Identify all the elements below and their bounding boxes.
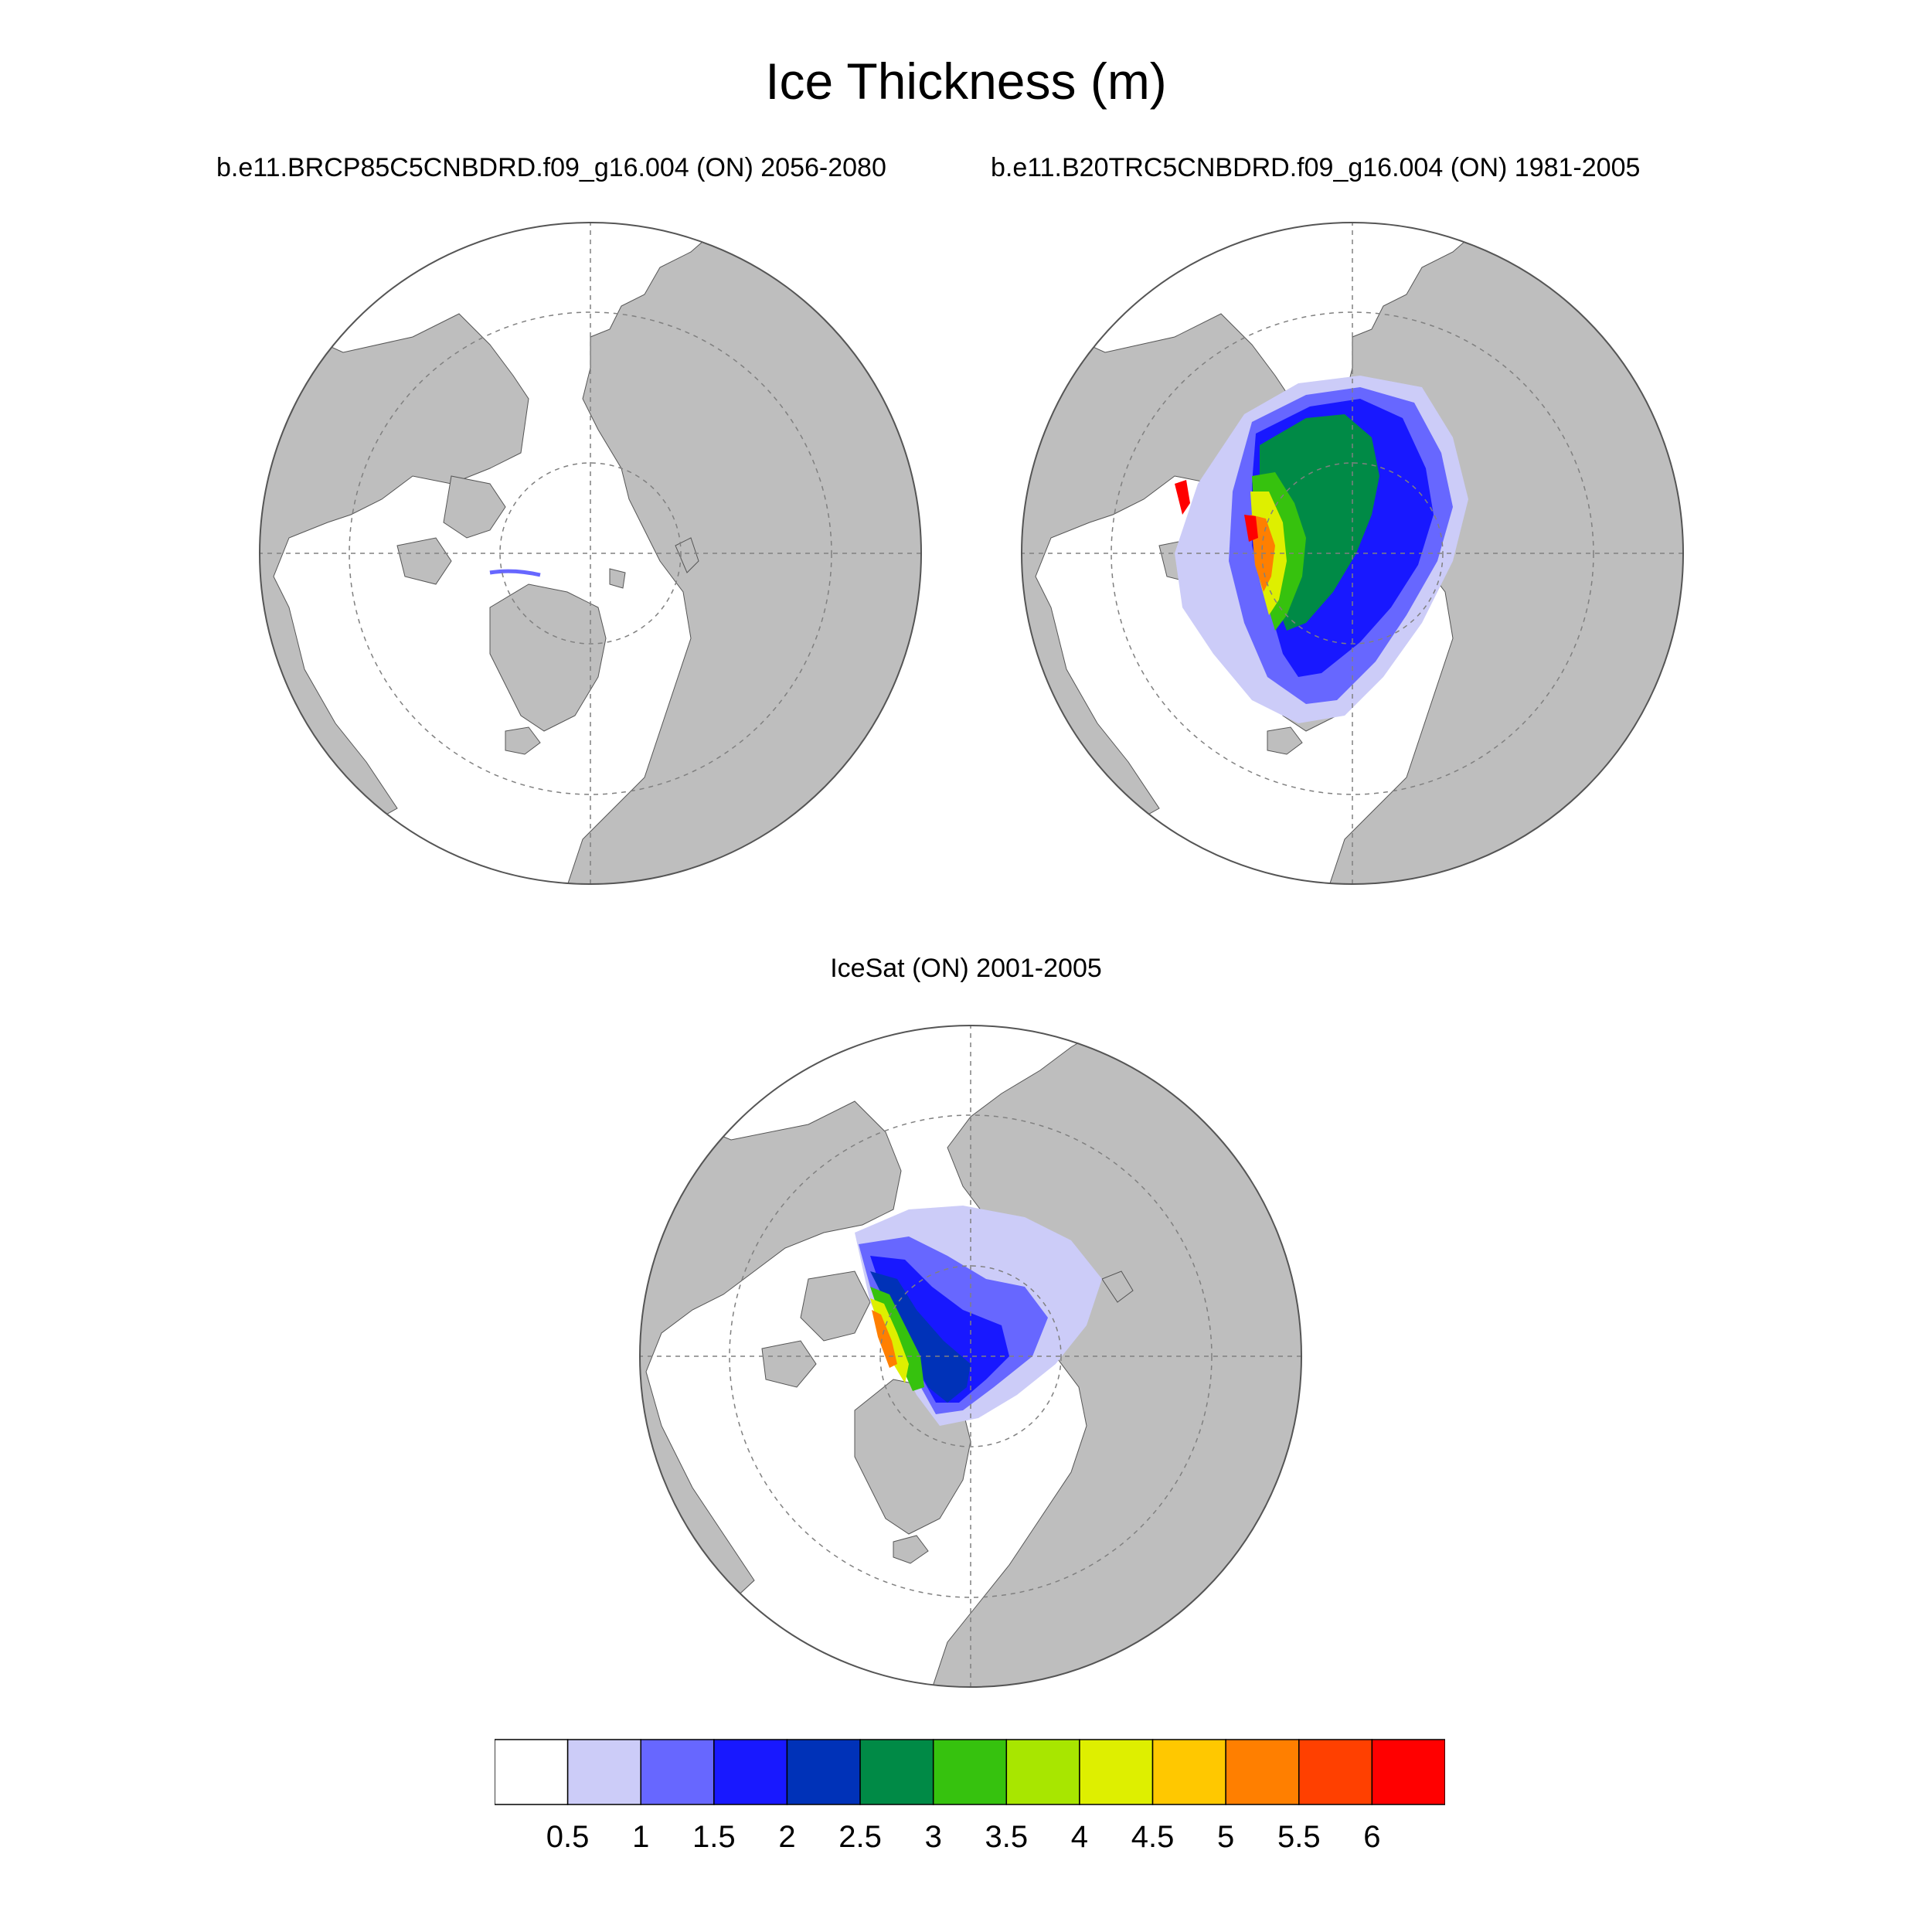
colorbar-swatch [859, 1739, 934, 1805]
land [640, 1026, 1301, 1687]
colorbar-label: 0.5 [546, 1820, 590, 1854]
figure-title: Ice Thickness (m) [765, 53, 1167, 110]
sea-ice-contours [1175, 376, 1468, 723]
map-border [1021, 222, 1684, 885]
map-panel-2 [1021, 222, 1684, 885]
colorbar-swatch [566, 1739, 641, 1805]
colorbar-label: 3 [924, 1820, 942, 1854]
colorbar-label: 2 [778, 1820, 796, 1854]
sea-ice-contours [855, 1206, 1102, 1426]
colorbar-swatch [1298, 1739, 1373, 1805]
panel-3-title: IceSat (ON) 2001-2005 [830, 954, 1102, 983]
ice-strip [489, 569, 541, 577]
colorbar-swatch [1005, 1739, 1080, 1805]
colorbar-swatch [713, 1739, 788, 1805]
colorbar-label: 4.5 [1131, 1820, 1175, 1854]
colorbar-swatch [932, 1739, 1008, 1805]
colorbar-swatch [495, 1739, 569, 1805]
colorbar [495, 1739, 1445, 1805]
graticule [260, 223, 921, 884]
panel-2-title: b.e11.B20TRC5CNBDRD.f09_g16.004 (ON) 198… [991, 153, 1641, 182]
map-border [639, 1025, 1302, 1688]
map-panel-3 [639, 1025, 1302, 1688]
panel-1-title: b.e11.BRCP85C5CNBDRD.f09_g16.004 (ON) 20… [216, 153, 886, 182]
colorbar-swatch [1371, 1739, 1445, 1805]
colorbar-label: 1.5 [692, 1820, 736, 1854]
colorbar-label: 5.5 [1277, 1820, 1321, 1854]
colorbar-label: 5 [1217, 1820, 1235, 1854]
colorbar-swatch [640, 1739, 715, 1805]
colorbar-swatch [786, 1739, 861, 1805]
colorbar-swatch [1225, 1739, 1300, 1805]
colorbar-label: 4 [1070, 1820, 1089, 1854]
graticule [640, 1026, 1301, 1687]
colorbar-label: 1 [632, 1820, 650, 1854]
colorbar-label: 3.5 [985, 1820, 1029, 1854]
colorbar-swatch [1079, 1739, 1154, 1805]
colorbar-swatch [1151, 1739, 1226, 1805]
map-border [259, 222, 922, 885]
colorbar-label: 6 [1363, 1820, 1381, 1854]
map-panel-1 [259, 222, 922, 885]
graticule [1022, 223, 1683, 884]
colorbar-label: 2.5 [838, 1820, 882, 1854]
